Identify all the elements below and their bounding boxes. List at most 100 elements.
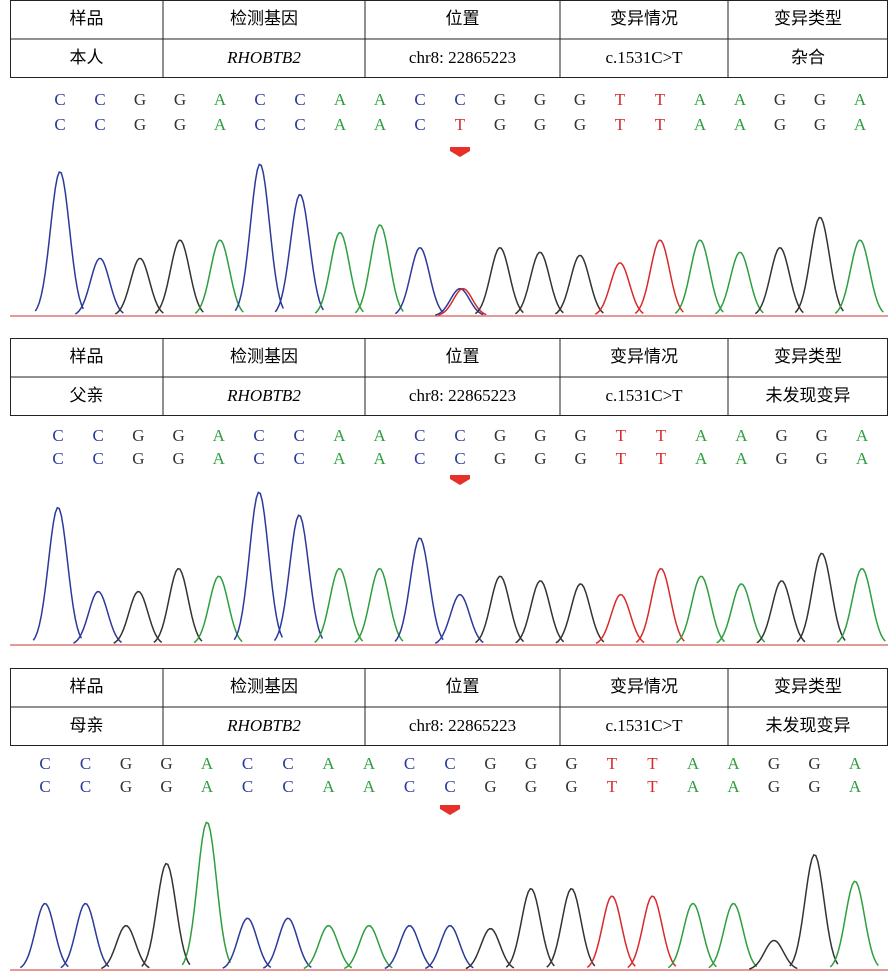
base-call: A: [849, 777, 862, 796]
trace-peak: [355, 225, 403, 313]
base-call: A: [373, 426, 386, 445]
trace-peak: [142, 864, 190, 967]
table-header-cell: 位置: [446, 9, 480, 28]
trace-peak: [709, 904, 757, 968]
table-header-cell: 变异类型: [774, 9, 842, 28]
base-call: C: [404, 777, 415, 796]
base-call: T: [656, 426, 667, 445]
trace-peak: [194, 576, 242, 642]
base-call: G: [574, 426, 586, 445]
base-call: A: [856, 426, 869, 445]
table-cell: c.1531C>T: [605, 48, 683, 67]
base-call: A: [363, 754, 376, 773]
base-call: C: [54, 115, 65, 134]
trace-peak: [475, 248, 523, 314]
table-cell: chr8: 22865223: [409, 716, 516, 735]
table-header-cell: 变异情况: [610, 9, 678, 28]
trace-peak: [315, 569, 363, 643]
base-call: A: [695, 426, 708, 445]
base-call: G: [816, 449, 828, 468]
trace-peak: [154, 569, 202, 643]
trace-peak: [797, 553, 845, 642]
base-call: C: [444, 777, 455, 796]
table-header-cell: 变异类型: [774, 347, 842, 366]
trace-peak: [677, 576, 725, 642]
trace-peak: [837, 569, 885, 643]
trace-peak: [75, 258, 123, 314]
base-call: C: [242, 777, 253, 796]
table-header-cell: 检测基因: [230, 677, 298, 696]
base-call: G: [120, 754, 132, 773]
trace-peak: [304, 926, 352, 969]
base-call: G: [534, 90, 546, 109]
base-call: G: [174, 90, 186, 109]
base-call: G: [494, 90, 506, 109]
base-call: C: [294, 90, 305, 109]
trace-peak: [717, 584, 765, 643]
table-header-cell: 位置: [446, 677, 480, 696]
trace-peak: [115, 258, 163, 314]
base-call: A: [213, 449, 226, 468]
trace-peak: [155, 240, 203, 313]
base-call: C: [242, 754, 253, 773]
base-call: G: [565, 754, 577, 773]
base-call: G: [814, 115, 826, 134]
base-call: C: [93, 449, 104, 468]
table-header-cell: 位置: [446, 347, 480, 366]
base-call: C: [93, 426, 104, 445]
base-call: G: [134, 115, 146, 134]
base-call: C: [282, 754, 293, 773]
trace-peak: [636, 569, 684, 643]
base-call: A: [201, 754, 214, 773]
base-call: C: [294, 115, 305, 134]
trace-peak: [344, 926, 392, 969]
trace-peak: [596, 595, 644, 644]
trace-peak: [275, 195, 323, 312]
base-call: A: [373, 449, 386, 468]
base-call: A: [213, 426, 226, 445]
base-call: A: [687, 777, 700, 796]
trace-peak: [275, 515, 323, 640]
base-call: G: [525, 777, 537, 796]
base-call: A: [363, 777, 376, 796]
base-call: T: [616, 449, 627, 468]
base-call: T: [655, 90, 666, 109]
trace-peak: [595, 263, 643, 314]
base-call: A: [735, 449, 748, 468]
table-cell: RHOBTB2: [226, 716, 301, 735]
trace-peak: [830, 881, 878, 967]
base-call: C: [414, 90, 425, 109]
base-call: G: [534, 426, 546, 445]
base-call: C: [52, 449, 63, 468]
table-cell: c.1531C>T: [605, 716, 683, 735]
table-cell: chr8: 22865223: [409, 48, 516, 67]
base-call: C: [80, 754, 91, 773]
base-call: G: [768, 777, 780, 796]
trace-peak: [395, 248, 443, 314]
trace-peak: [223, 918, 271, 968]
trace-peak: [101, 926, 149, 969]
table-cell: chr8: 22865223: [409, 386, 516, 405]
base-call: T: [647, 754, 658, 773]
base-call: A: [322, 754, 335, 773]
table-cell: 母亲: [70, 716, 104, 735]
base-call: C: [52, 426, 63, 445]
position-arrow: [450, 475, 470, 485]
figure: 样品本人检测基因RHOBTB2位置chr8: 22865223变异情况c.153…: [0, 0, 888, 973]
base-call: A: [854, 90, 867, 109]
base-call: A: [856, 449, 869, 468]
trace-peak: [587, 896, 635, 967]
base-call: A: [694, 115, 707, 134]
trace-peak: [385, 926, 433, 969]
base-call: G: [768, 754, 780, 773]
trace-peak: [466, 929, 514, 969]
base-call: G: [484, 754, 496, 773]
base-call: C: [404, 754, 415, 773]
trace-peak: [555, 255, 603, 314]
base-call: G: [774, 90, 786, 109]
position-arrow: [450, 147, 470, 157]
trace-peak: [315, 233, 363, 314]
base-call: C: [444, 754, 455, 773]
base-call: C: [414, 449, 425, 468]
base-call: A: [727, 777, 740, 796]
